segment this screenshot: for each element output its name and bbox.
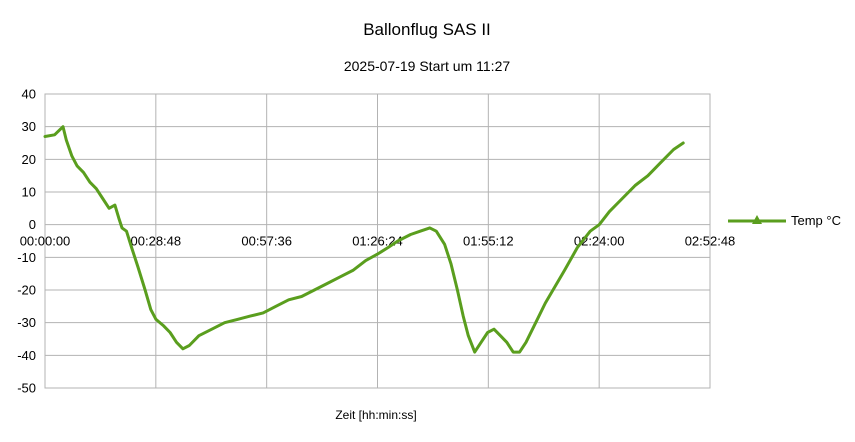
x-tick-label: 01:55:12 <box>463 234 514 249</box>
chart-title: Ballonflug SAS II <box>363 20 491 39</box>
legend-marker-triangle <box>752 215 762 224</box>
x-tick-label: 00:00:00 <box>20 234 71 249</box>
x-tick-label: 02:52:48 <box>685 234 736 249</box>
y-axis-tick-labels: 40 30 20 10 0 -10 -20 -30 -40 -50 <box>17 87 36 396</box>
x-axis-tick-labels: 00:00:00 00:28:48 00:57:36 01:26:24 01:55:12… <box>20 234 736 249</box>
legend: Temp °C <box>728 213 841 228</box>
series-line-temp <box>43 125 685 354</box>
y-tick-label: 30 <box>22 119 36 134</box>
y-tick-label: -50 <box>17 381 36 396</box>
x-axis-label: Zeit [hh:min:ss] <box>335 408 416 422</box>
y-tick-label: -40 <box>17 348 36 363</box>
y-tick-label: 20 <box>22 152 36 167</box>
y-tick-label: -30 <box>17 315 36 330</box>
y-tick-label: 40 <box>22 87 36 102</box>
y-tick-label: 0 <box>29 217 36 232</box>
chart-subtitle: 2025-07-19 Start um 11:27 <box>344 58 511 74</box>
plot-area-border <box>44 93 711 389</box>
x-tick-label: 00:28:48 <box>131 234 182 249</box>
y-tick-label: 10 <box>22 185 36 200</box>
y-tick-label: -20 <box>17 283 36 298</box>
series-group <box>43 125 685 354</box>
x-tick-label: 00:57:36 <box>241 234 292 249</box>
y-tick-label: -10 <box>17 250 36 265</box>
legend-label: Temp °C <box>791 213 841 228</box>
